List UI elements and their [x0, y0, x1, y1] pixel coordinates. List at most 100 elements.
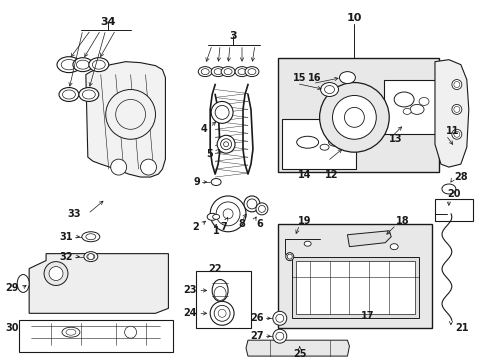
Text: 11: 11	[445, 126, 459, 136]
Ellipse shape	[328, 138, 340, 146]
Bar	[295, 261, 414, 314]
Bar	[281, 120, 356, 169]
Text: 12: 12	[324, 170, 337, 180]
Ellipse shape	[296, 136, 318, 148]
Ellipse shape	[66, 329, 76, 335]
Circle shape	[140, 159, 156, 175]
Ellipse shape	[82, 90, 95, 99]
Ellipse shape	[212, 214, 219, 219]
Ellipse shape	[214, 69, 222, 75]
Text: 32: 32	[60, 252, 73, 262]
Text: 27: 27	[250, 331, 264, 341]
Bar	[434, 199, 472, 221]
Ellipse shape	[393, 92, 413, 107]
Circle shape	[275, 314, 283, 322]
Ellipse shape	[214, 287, 225, 300]
Ellipse shape	[304, 241, 310, 246]
Circle shape	[453, 82, 459, 87]
Ellipse shape	[258, 206, 265, 212]
Text: 25: 25	[292, 349, 306, 359]
Text: 19: 19	[297, 216, 310, 226]
Ellipse shape	[247, 69, 255, 75]
Ellipse shape	[244, 196, 260, 212]
Bar	[277, 58, 438, 172]
Ellipse shape	[17, 275, 29, 292]
Bar	[384, 80, 435, 134]
Circle shape	[344, 107, 364, 127]
Ellipse shape	[339, 72, 355, 84]
Circle shape	[124, 326, 136, 338]
Ellipse shape	[73, 58, 93, 72]
Text: 14: 14	[297, 170, 310, 180]
Text: 5: 5	[206, 149, 213, 159]
Text: 13: 13	[388, 134, 402, 144]
Text: 17: 17	[360, 311, 373, 321]
Text: 31: 31	[60, 232, 73, 242]
Polygon shape	[347, 231, 390, 247]
Text: 8: 8	[238, 219, 245, 229]
Text: 3: 3	[229, 31, 236, 41]
Circle shape	[272, 311, 286, 325]
Polygon shape	[86, 62, 165, 177]
Ellipse shape	[76, 60, 89, 69]
Circle shape	[214, 305, 230, 321]
Ellipse shape	[409, 104, 423, 114]
Ellipse shape	[224, 69, 232, 75]
Ellipse shape	[86, 234, 96, 240]
Text: 15: 15	[292, 73, 305, 82]
Ellipse shape	[418, 98, 428, 105]
Ellipse shape	[215, 105, 228, 120]
Text: 24: 24	[183, 308, 196, 318]
Circle shape	[272, 329, 286, 343]
Circle shape	[218, 309, 225, 317]
Bar	[277, 224, 431, 328]
Bar	[19, 320, 173, 352]
Bar	[196, 271, 250, 328]
Ellipse shape	[211, 179, 221, 185]
Ellipse shape	[223, 142, 228, 147]
Ellipse shape	[81, 232, 100, 242]
Ellipse shape	[221, 67, 235, 77]
Text: 30: 30	[6, 323, 19, 333]
Circle shape	[210, 196, 245, 232]
Ellipse shape	[89, 58, 108, 72]
Ellipse shape	[320, 144, 328, 150]
Ellipse shape	[285, 253, 293, 261]
Text: 9: 9	[193, 177, 200, 187]
Circle shape	[332, 95, 376, 139]
Text: 23: 23	[183, 285, 196, 296]
Text: 7: 7	[220, 222, 227, 232]
Ellipse shape	[212, 279, 227, 301]
Polygon shape	[434, 60, 468, 167]
Circle shape	[116, 99, 145, 129]
Circle shape	[216, 202, 240, 226]
Text: 21: 21	[454, 323, 468, 333]
Ellipse shape	[62, 327, 80, 337]
Ellipse shape	[211, 67, 224, 77]
Text: 6: 6	[255, 219, 262, 229]
Text: 33: 33	[67, 209, 81, 219]
Circle shape	[453, 107, 459, 112]
Ellipse shape	[389, 244, 397, 250]
Circle shape	[451, 104, 461, 114]
Circle shape	[49, 266, 63, 280]
Ellipse shape	[238, 69, 245, 75]
Bar	[291, 257, 418, 318]
Polygon shape	[245, 340, 349, 356]
Circle shape	[44, 262, 68, 285]
Text: 20: 20	[446, 189, 460, 199]
Circle shape	[210, 301, 234, 325]
Ellipse shape	[286, 254, 292, 259]
Ellipse shape	[61, 59, 77, 70]
Text: 16: 16	[307, 73, 321, 82]
Ellipse shape	[211, 102, 233, 123]
Ellipse shape	[402, 108, 410, 114]
Circle shape	[223, 209, 233, 219]
Ellipse shape	[57, 57, 81, 73]
Ellipse shape	[217, 135, 235, 153]
Ellipse shape	[59, 87, 79, 102]
Ellipse shape	[320, 82, 338, 96]
Text: 26: 26	[250, 313, 264, 323]
Text: 34: 34	[100, 17, 115, 27]
Ellipse shape	[207, 213, 217, 220]
